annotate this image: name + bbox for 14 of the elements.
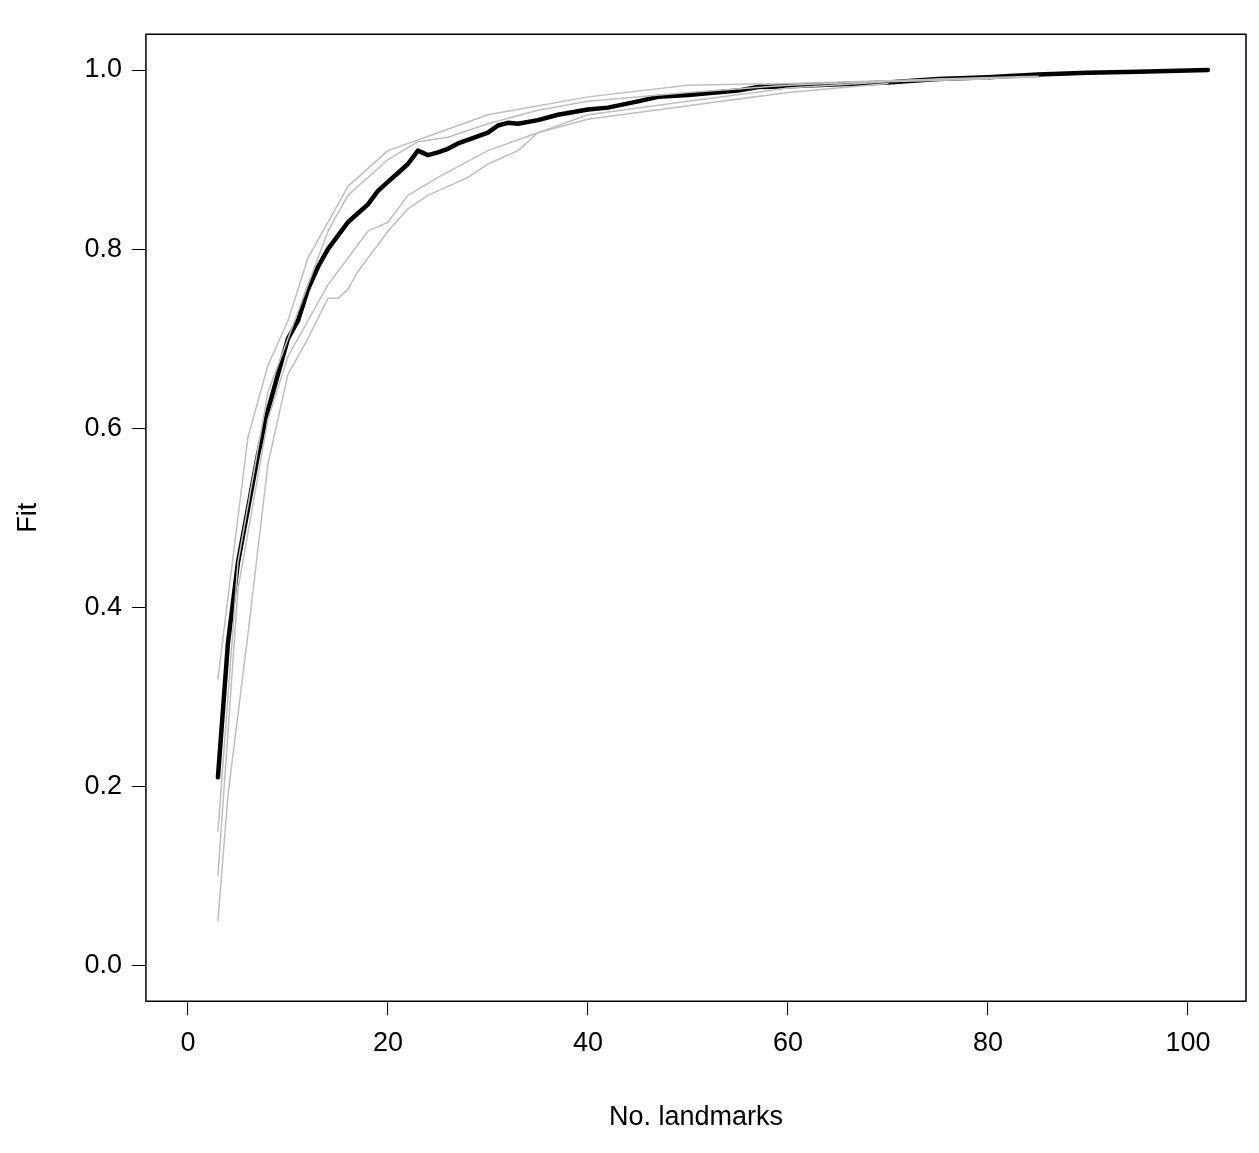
x-tick-label: 80 xyxy=(972,1026,1004,1057)
y-tick-label: 0.2 xyxy=(84,769,122,800)
y-tick-label: 0.4 xyxy=(84,590,122,621)
x-tick-label: 100 xyxy=(1165,1026,1211,1057)
x-tick-label: 60 xyxy=(772,1026,803,1057)
y-tick-label: 0.0 xyxy=(84,948,122,979)
x-axis-title: No. landmarks xyxy=(608,1101,784,1132)
x-tick-label: 40 xyxy=(572,1026,603,1057)
y-axis-title: Fit xyxy=(11,502,42,533)
x-tick-label: 0 xyxy=(180,1026,196,1057)
x-tick-label: 20 xyxy=(372,1026,403,1057)
y-tick-label: 1.0 xyxy=(84,53,122,84)
y-tick-label: 0.8 xyxy=(84,232,122,263)
y-tick-label: 0.6 xyxy=(84,411,122,442)
